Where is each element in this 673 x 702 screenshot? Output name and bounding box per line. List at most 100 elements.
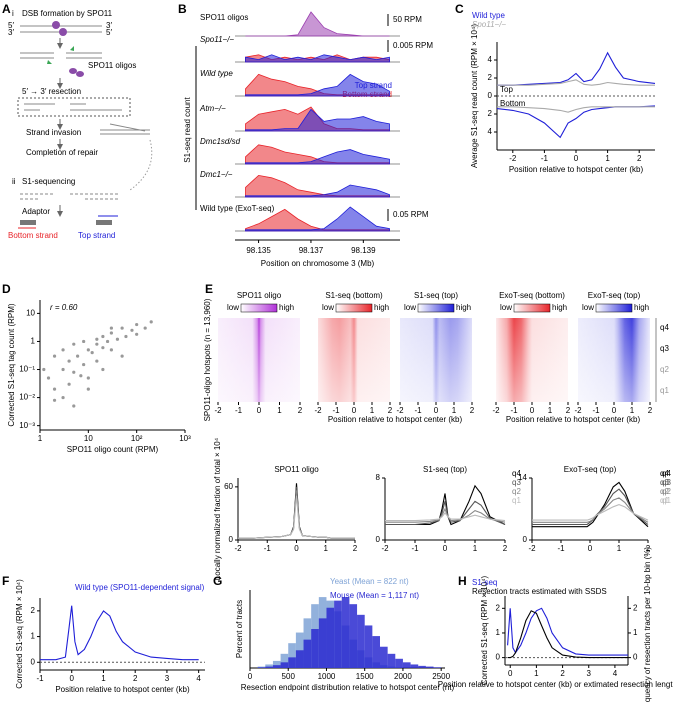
track-area	[245, 184, 390, 198]
x-tick-label: 0	[443, 544, 448, 553]
y-axis-label: S1-seq read count	[183, 97, 192, 163]
x-tick-label: -1	[411, 544, 419, 553]
chart-title: ExoT-seq (top)	[588, 291, 641, 300]
y-axis-label: Corrected S1-seq (RPM × 10⁴)	[15, 579, 24, 689]
panel-label: B	[178, 2, 187, 16]
panel-label: D	[2, 282, 11, 296]
color-bar	[240, 303, 278, 313]
point	[109, 331, 113, 335]
x-tick-label: 1	[277, 406, 282, 415]
bar	[272, 660, 281, 668]
x-tick-label: 0	[434, 406, 439, 415]
x-tick-label: 1	[534, 669, 539, 678]
track-area	[245, 54, 390, 63]
x-tick-label: 3	[587, 669, 592, 678]
step-label: Strand invasion	[26, 128, 81, 137]
color-bar	[417, 303, 455, 313]
y-tick-label: 1	[31, 337, 36, 346]
series-line	[507, 607, 628, 656]
x-tick-label: 2	[388, 406, 393, 415]
dna	[20, 193, 120, 200]
chart-title: SPO11 oligo	[274, 465, 319, 474]
legend-entry: q3	[662, 478, 671, 487]
x-tick-label: 0	[530, 406, 535, 415]
legend-entry: Yeast (Mean = 822 nt)	[330, 577, 409, 586]
y2-tick-label: 1	[633, 628, 638, 637]
x-tick-label: 2	[637, 154, 642, 163]
x-tick-label: 2	[298, 406, 303, 415]
legend-entry: q1	[660, 496, 669, 505]
bar	[380, 646, 388, 668]
point	[109, 348, 113, 352]
scale-high: high	[456, 303, 471, 312]
bar	[295, 650, 304, 668]
y-tick-label: 0	[31, 657, 36, 666]
scale-high: high	[552, 303, 567, 312]
point	[95, 342, 99, 346]
panel-label: A	[2, 2, 11, 16]
x-tick-label: 98.137	[299, 246, 324, 255]
scale-high: high	[374, 303, 389, 312]
track-area	[245, 108, 390, 132]
series-line	[497, 106, 655, 113]
y-tick-label: 0	[376, 535, 381, 544]
heatmap-fade	[400, 318, 472, 402]
x-tick-label: 0	[294, 544, 299, 553]
x-tick-label: -2	[314, 406, 322, 415]
x-tick-label: 4	[613, 669, 618, 678]
point	[52, 398, 57, 402]
point	[52, 387, 57, 391]
annotation: Top	[500, 85, 513, 94]
x-tick-label: 1	[617, 544, 622, 553]
arrow	[129, 139, 153, 191]
legend-entry: q2	[660, 487, 669, 496]
point	[42, 367, 46, 372]
quartile-label: q4	[660, 323, 669, 332]
dna	[100, 123, 150, 135]
point	[101, 346, 105, 350]
step-label: Completion of repair	[26, 148, 98, 157]
bar	[410, 664, 419, 668]
y-tick-label: 8	[376, 473, 381, 482]
series-line	[496, 105, 656, 139]
bar	[303, 639, 312, 668]
x-tick-label: -1	[414, 406, 422, 415]
x-axis-label: Position on chromosome 3 (Mb)	[261, 259, 375, 268]
point	[79, 374, 83, 378]
y-axis-label: Locally normalized fraction of total × 1…	[213, 437, 222, 580]
scale-low: low	[227, 303, 239, 312]
point	[95, 359, 99, 363]
bar	[334, 600, 342, 668]
y-tick-label: 60	[224, 482, 233, 491]
track-label: Atm−/−	[199, 104, 226, 113]
bar	[433, 667, 442, 668]
y-axis-label: Average S1-seq read count (RPM × 10⁴)	[470, 24, 479, 168]
track-area	[245, 73, 390, 97]
part-label: ii	[12, 177, 16, 186]
end-label: 5′	[106, 28, 112, 37]
bar	[311, 629, 319, 668]
legend-entry: Spo11−/−	[472, 20, 506, 29]
bar	[326, 607, 335, 668]
panel-label: E	[205, 282, 213, 296]
y-tick-label: 0	[496, 653, 501, 662]
y2-tick-label: 2	[633, 603, 638, 612]
x-axis-label: SPO11 oligo count (RPM)	[67, 445, 159, 454]
scale-label: 0.05 RPM	[393, 210, 429, 219]
bar	[257, 667, 266, 668]
step-label: S1-sequencing	[22, 177, 75, 186]
series-line	[497, 79, 655, 86]
x-tick-label: 2500	[432, 672, 450, 681]
y-tick-label: 4	[488, 127, 493, 136]
spo11	[59, 28, 67, 36]
x-tick-label: 500	[282, 672, 296, 681]
track-label: SPO11 oligos	[200, 13, 248, 22]
x-tick-label: 2	[648, 406, 653, 415]
x-tick-label: 1500	[356, 672, 374, 681]
y-tick-label: 2	[31, 606, 36, 615]
chart-title: ExoT-seq (bottom)	[499, 291, 565, 300]
quartile-label: q2	[660, 365, 669, 374]
x-tick-label: 10	[84, 434, 93, 443]
chart-title: SPO11 oligo	[237, 291, 282, 300]
x-tick-label: 2	[503, 544, 508, 553]
